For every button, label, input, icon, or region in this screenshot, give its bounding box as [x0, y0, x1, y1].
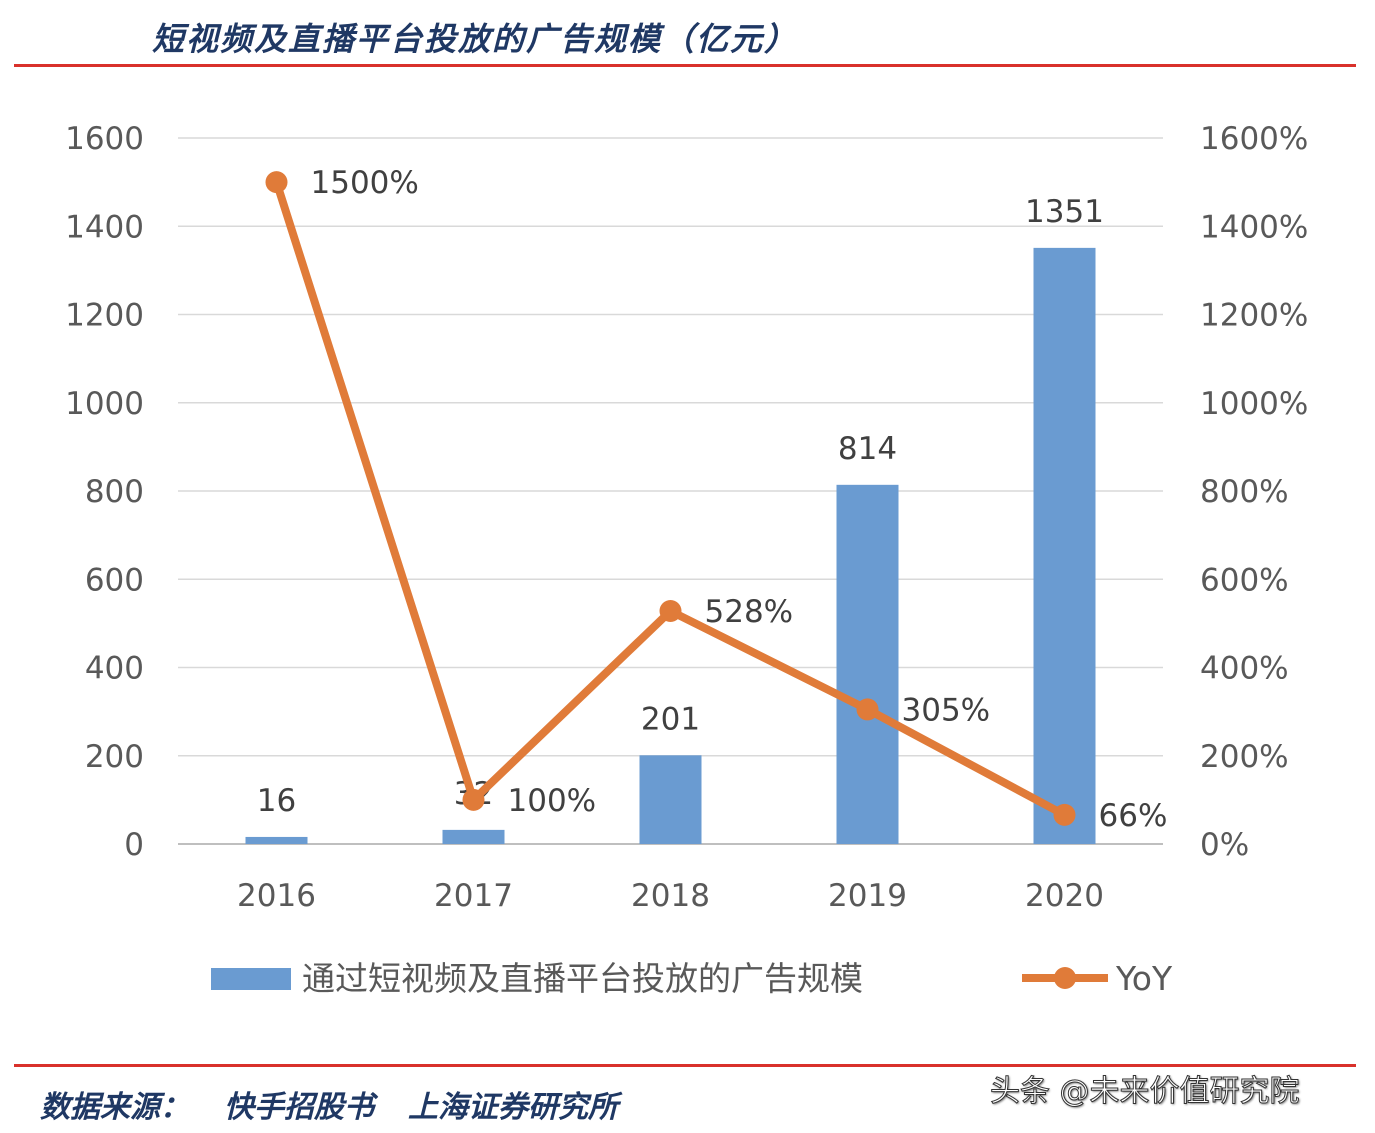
- x-tick-label: 2019: [828, 878, 907, 914]
- yoy-value-label: 66%: [1099, 798, 1168, 834]
- right-tick-label: 200%: [1200, 739, 1289, 775]
- right-tick-label: 1400%: [1200, 209, 1308, 245]
- bar-value-label: 814: [838, 431, 897, 467]
- left-tick-label: 1000: [65, 386, 144, 422]
- chart: 16322018141351 1500%100%528%305%66% 0200…: [65, 121, 1308, 998]
- source-1: 快手招股书: [224, 1090, 374, 1125]
- source-note: 数据来源： 快手招股书 上海证券研究所: [40, 1082, 652, 1126]
- left-tick-label: 200: [85, 739, 144, 775]
- yoy-value-label: 305%: [902, 692, 991, 728]
- gridlines: [178, 137, 1163, 845]
- left-tick-label: 1400: [65, 209, 144, 245]
- right-tick-label: 400%: [1200, 651, 1289, 687]
- yoy-line: [265, 171, 1076, 826]
- left-tick-label: 1200: [65, 298, 144, 334]
- top-divider: [14, 64, 1356, 67]
- x-tick-label: 2016: [237, 878, 316, 914]
- right-tick-label: 0%: [1200, 827, 1249, 863]
- legend-bar-label: 通过短视频及直播平台投放的广告规模: [302, 959, 863, 998]
- left-axis-ticks: 0 200 400 600 800 1000 1200 1400 1600: [65, 121, 144, 863]
- yoy-value-label: 100%: [508, 783, 597, 819]
- source-label: 数据来源：: [40, 1090, 190, 1125]
- left-tick-label: 400: [85, 651, 144, 687]
- bar: [639, 755, 702, 844]
- source-2: 上海证券研究所: [408, 1090, 618, 1125]
- x-axis-ticks: 2016 2017 2018 2019 2020: [237, 878, 1104, 914]
- left-tick-label: 0: [124, 827, 144, 863]
- yoy-value-label: 528%: [705, 594, 794, 630]
- yoy-point: [1053, 803, 1076, 826]
- legend: 通过短视频及直播平台投放的广告规模 YoY: [211, 959, 1173, 998]
- legend-line-marker: [1054, 967, 1076, 989]
- yoy-labels: 1500% 100% 528% 305% 66%: [311, 165, 1168, 834]
- bar: [1033, 247, 1096, 845]
- bar: [442, 829, 505, 844]
- right-axis-ticks: 0% 200% 400% 600% 800% 1000% 1200% 1400% 1600%: [1200, 121, 1308, 863]
- bars: [245, 247, 1096, 845]
- yoy-value-label: 1500%: [311, 165, 419, 201]
- yoy-point: [462, 788, 485, 811]
- right-tick-label: 1200%: [1200, 298, 1308, 334]
- x-tick-label: 2018: [631, 878, 710, 914]
- right-tick-label: 1600%: [1200, 121, 1308, 157]
- right-tick-label: 1000%: [1200, 386, 1308, 422]
- left-tick-label: 800: [85, 474, 144, 510]
- x-tick-label: 2017: [434, 878, 513, 914]
- right-tick-label: 600%: [1200, 562, 1289, 598]
- left-tick-label: 600: [85, 562, 144, 598]
- bar-value-label: 1351: [1025, 194, 1104, 230]
- yoy-point: [265, 171, 288, 194]
- legend-line-label: YoY: [1115, 959, 1173, 998]
- bottom-divider: [14, 1064, 1356, 1067]
- left-tick-label: 1600: [65, 121, 144, 157]
- bar-value-label: 201: [641, 701, 700, 737]
- watermark: 头条 @未来价值研究院: [990, 1074, 1301, 1110]
- right-tick-label: 800%: [1200, 474, 1289, 510]
- bar-value-label: 16: [257, 783, 296, 819]
- yoy-point: [659, 600, 682, 623]
- legend-bar-swatch: [211, 968, 291, 990]
- x-tick-label: 2020: [1025, 878, 1104, 914]
- yoy-point: [856, 698, 879, 721]
- bar: [836, 484, 899, 844]
- chart-title: 短视频及直播平台投放的广告规模（亿元）: [152, 20, 799, 58]
- bar: [245, 836, 308, 844]
